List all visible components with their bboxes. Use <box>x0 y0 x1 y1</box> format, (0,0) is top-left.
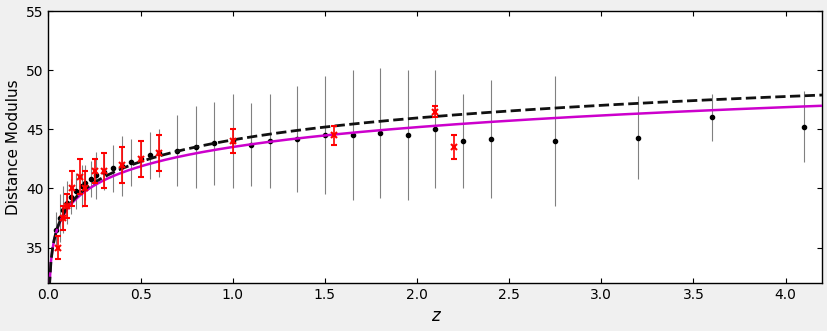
Y-axis label: Distance Modulus: Distance Modulus <box>6 79 21 215</box>
X-axis label: z: z <box>431 307 439 325</box>
